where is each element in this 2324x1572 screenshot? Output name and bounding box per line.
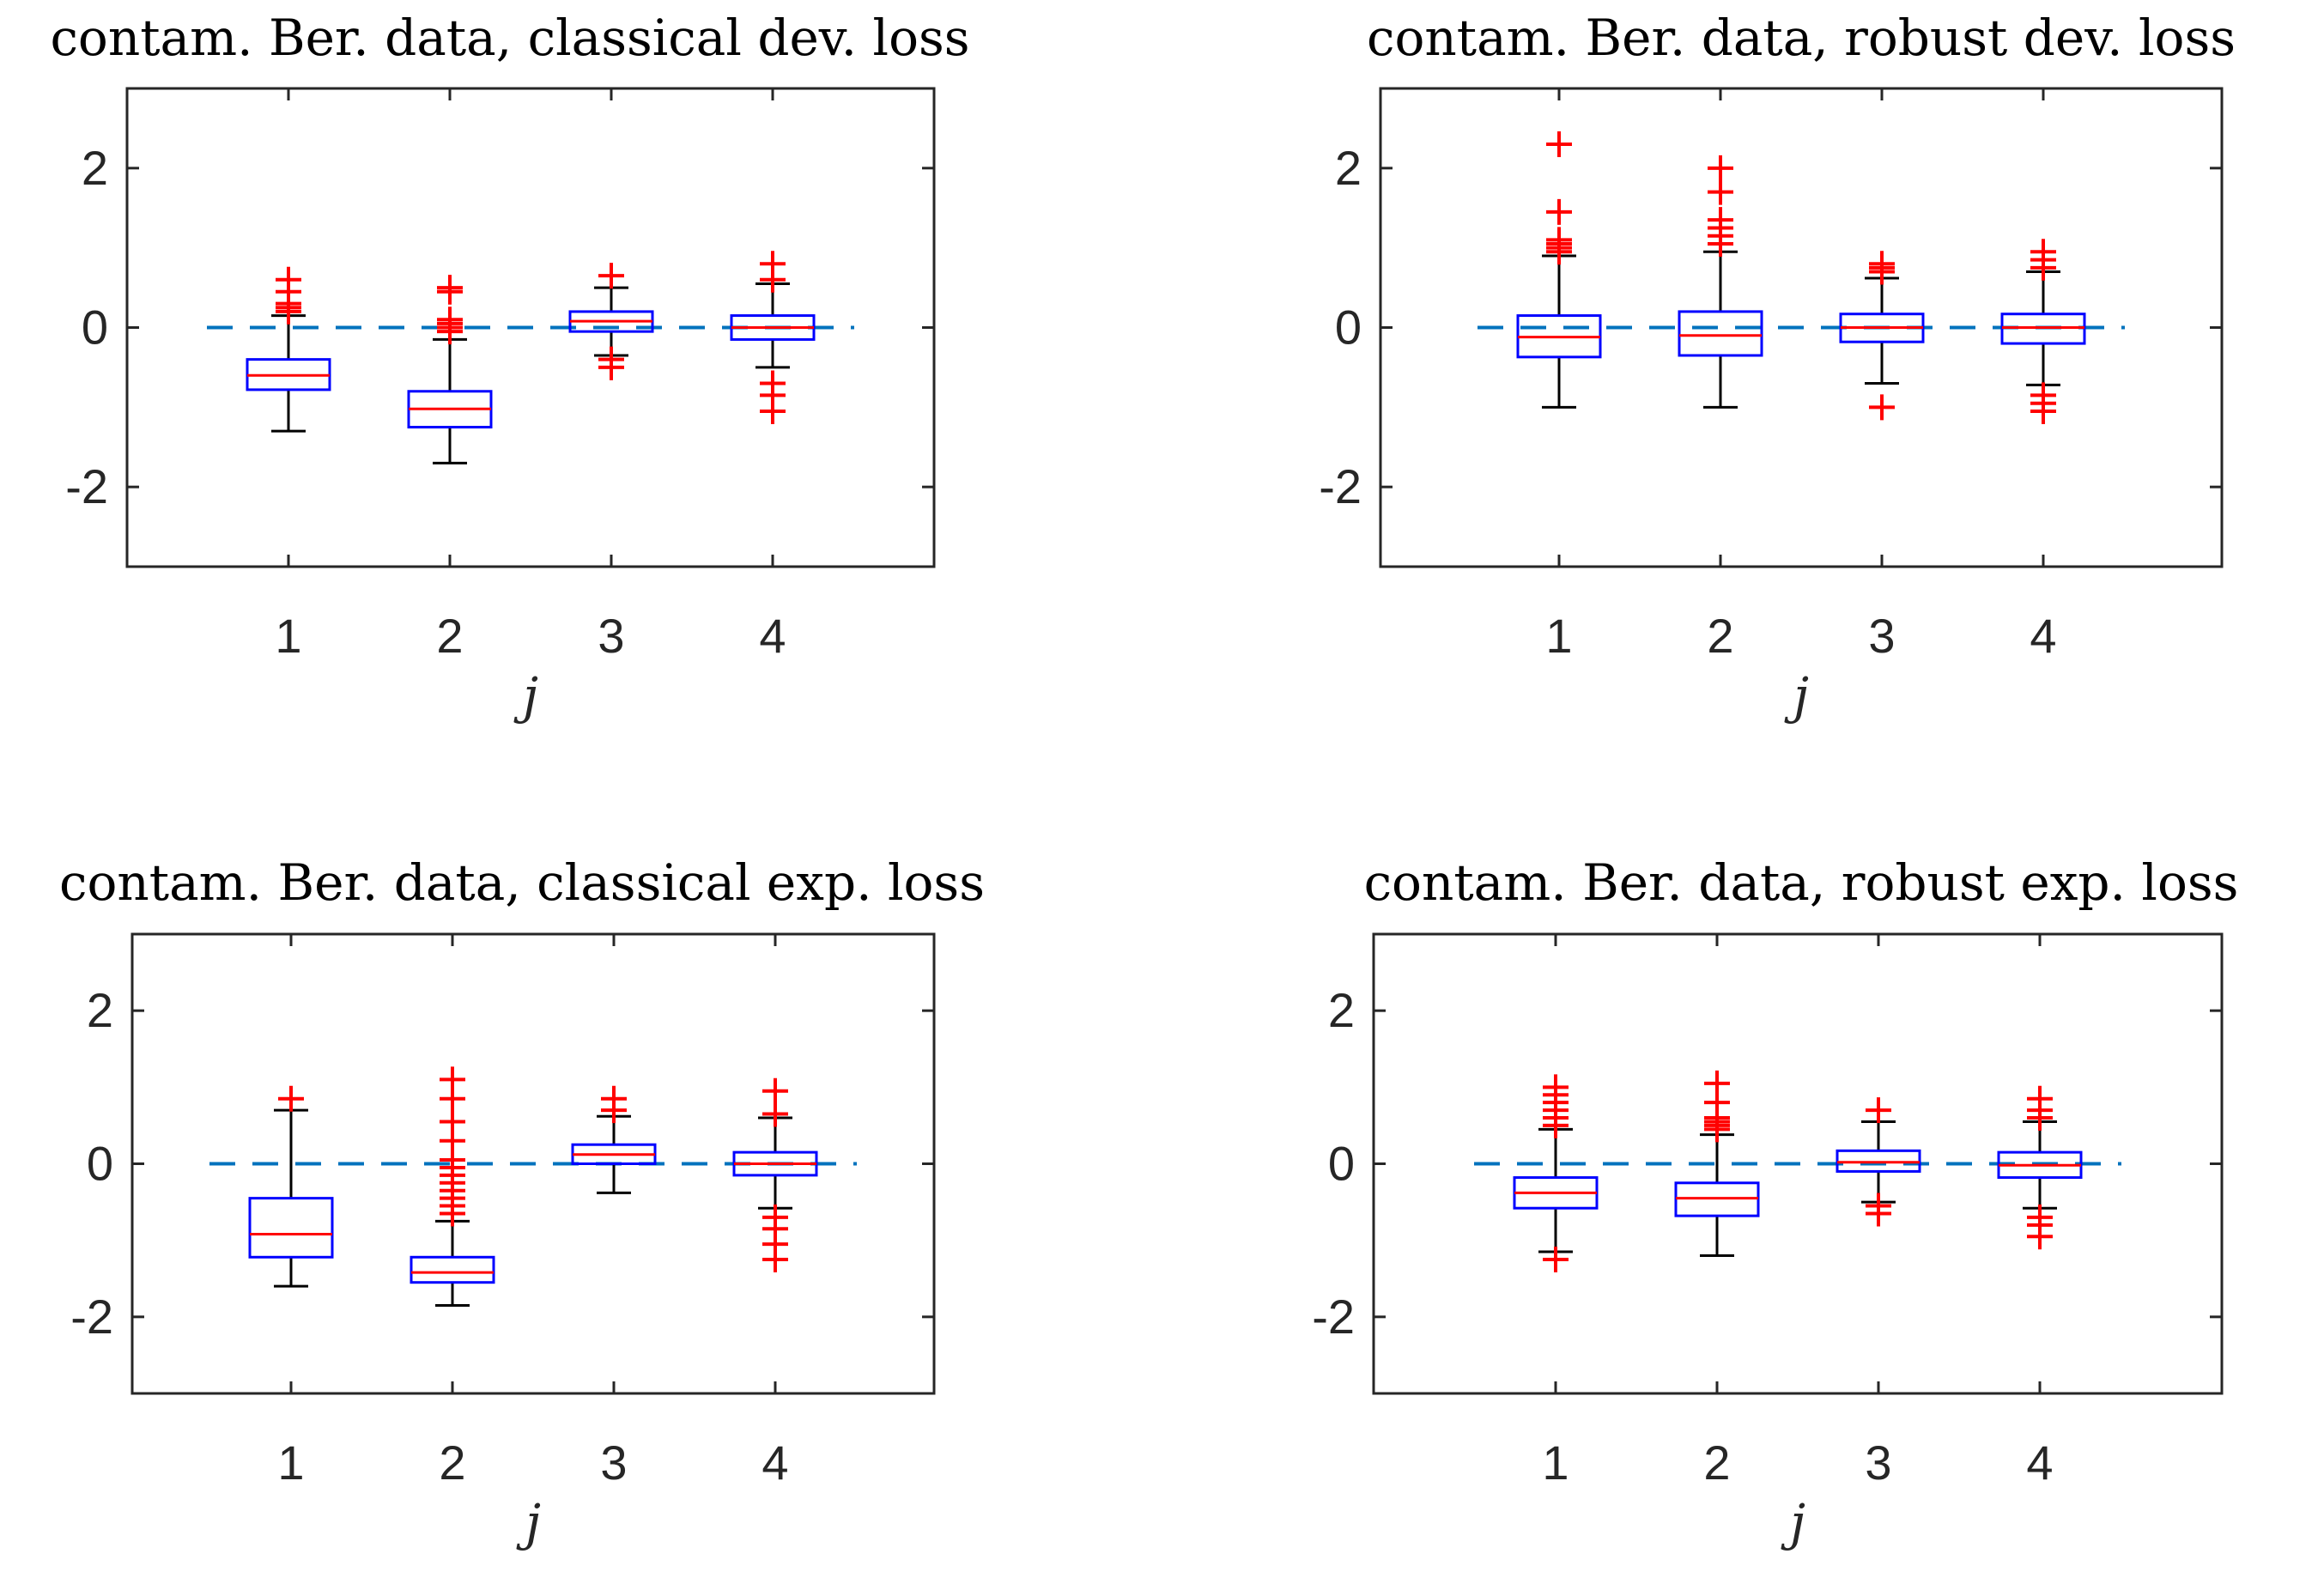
- x-tick-label: 3: [598, 609, 624, 663]
- outlier-marker: [1546, 130, 1572, 157]
- box-2: [410, 1066, 495, 1307]
- y-tick-label: 0: [87, 1137, 113, 1191]
- outlier-marker: [1866, 1200, 1891, 1227]
- outlier-marker: [1543, 1246, 1569, 1272]
- x-axis-label: j: [516, 1493, 541, 1551]
- outlier-marker: [1704, 1070, 1730, 1096]
- x-tick-label: 2: [1703, 1435, 1730, 1490]
- chart-title: contam. Ber. data, classical dev. loss: [50, 9, 969, 67]
- y-tick-label: -2: [1319, 459, 1362, 513]
- box-1: [246, 266, 331, 433]
- box-3: [568, 263, 654, 380]
- outlier-marker: [2027, 1223, 2053, 1250]
- box-2: [407, 275, 493, 464]
- box-2: [1674, 1070, 1760, 1257]
- box-1: [1516, 130, 1602, 409]
- outlier-marker: [276, 266, 301, 293]
- outlier-marker: [760, 398, 786, 424]
- y-tick-label: -2: [65, 459, 108, 513]
- y-tick-label: 2: [1335, 141, 1362, 195]
- outlier-marker: [440, 1066, 465, 1093]
- box-3: [571, 1085, 657, 1194]
- outlier-marker: [762, 1101, 788, 1127]
- box-3: [1836, 1097, 1921, 1227]
- outlier-marker: [2030, 398, 2056, 424]
- outlier-marker: [1546, 198, 1572, 225]
- outlier-marker: [1546, 227, 1572, 253]
- x-axis-label: j: [513, 666, 538, 725]
- x-tick-label: 4: [2026, 1435, 2053, 1490]
- outlier-marker: [440, 1108, 465, 1135]
- x-axis-label: j: [1781, 1493, 1805, 1551]
- y-tick-label: 2: [1328, 983, 1355, 1037]
- box-4: [730, 251, 816, 424]
- outlier-marker: [437, 307, 463, 333]
- outlier-marker: [601, 1085, 627, 1112]
- y-tick-label: 2: [87, 983, 113, 1037]
- x-tick-label: 3: [1865, 1435, 1891, 1490]
- x-axis-label: j: [1784, 666, 1809, 725]
- outlier-marker: [2027, 1085, 2053, 1112]
- y-tick-label: 2: [82, 141, 108, 195]
- chart-title: contam. Ber. data, robust exp. loss: [1364, 853, 2239, 912]
- outlier-marker: [1866, 1097, 1891, 1124]
- chart-title: contam. Ber. data, robust dev. loss: [1367, 9, 2236, 67]
- outlier-marker: [1708, 155, 1733, 181]
- x-tick-label: 3: [1868, 609, 1895, 663]
- outlier-marker: [1869, 251, 1895, 277]
- outlier-marker: [2030, 239, 2056, 265]
- x-tick-label: 2: [439, 1435, 465, 1490]
- x-tick-label: 3: [600, 1435, 627, 1490]
- box-3: [1839, 251, 1925, 421]
- x-tick-label: 2: [436, 609, 463, 663]
- iqr-box: [1678, 310, 1763, 357]
- x-tick-label: 4: [2030, 609, 2056, 663]
- chart-title: contam. Ber. data, classical exp. loss: [59, 853, 985, 912]
- box-4: [1997, 1085, 2083, 1250]
- outlier-marker: [762, 1077, 788, 1104]
- box-1: [1513, 1074, 1599, 1272]
- x-tick-label: 1: [1545, 609, 1572, 663]
- box-4: [732, 1077, 818, 1272]
- panel-classical-exp-loss: contam. Ber. data, classical exp. loss -2…: [59, 853, 985, 1551]
- outlier-marker: [437, 275, 463, 301]
- outlier-marker: [278, 1085, 304, 1112]
- panel-robust-dev-loss: contam. Ber. data, robust dev. loss -2 0 2 1…: [1319, 9, 2236, 725]
- x-tick-label: 1: [1542, 1435, 1569, 1490]
- y-tick-label: -2: [1312, 1290, 1355, 1344]
- y-tick-label: -2: [70, 1290, 113, 1344]
- outlier-marker: [1708, 207, 1733, 234]
- box-1: [248, 1085, 334, 1288]
- x-tick-label: 4: [762, 1435, 788, 1490]
- iqr-box: [410, 1255, 495, 1284]
- panel-robust-exp-loss: contam. Ber. data, robust exp. loss -2 0 2 1…: [1312, 853, 2238, 1551]
- iqr-box: [248, 1197, 334, 1259]
- outlier-marker: [598, 263, 624, 289]
- outlier-marker: [1869, 394, 1895, 421]
- y-tick-label: 0: [82, 300, 108, 355]
- x-tick-label: 1: [275, 609, 301, 663]
- outlier-marker: [1708, 179, 1733, 205]
- outlier-marker: [760, 251, 786, 277]
- panel-classical-dev-loss: contam. Ber. data, classical dev. loss -2…: [50, 9, 969, 725]
- outlier-marker: [762, 1246, 788, 1272]
- box-4: [2000, 239, 2086, 424]
- y-tick-label: 0: [1328, 1137, 1355, 1191]
- x-tick-label: 1: [277, 1435, 304, 1490]
- x-tick-label: 4: [759, 609, 786, 663]
- box-2: [1678, 155, 1763, 409]
- y-tick-label: 0: [1335, 300, 1362, 355]
- outlier-marker: [598, 354, 624, 380]
- x-tick-label: 2: [1707, 609, 1733, 663]
- outlier-marker: [1543, 1074, 1569, 1101]
